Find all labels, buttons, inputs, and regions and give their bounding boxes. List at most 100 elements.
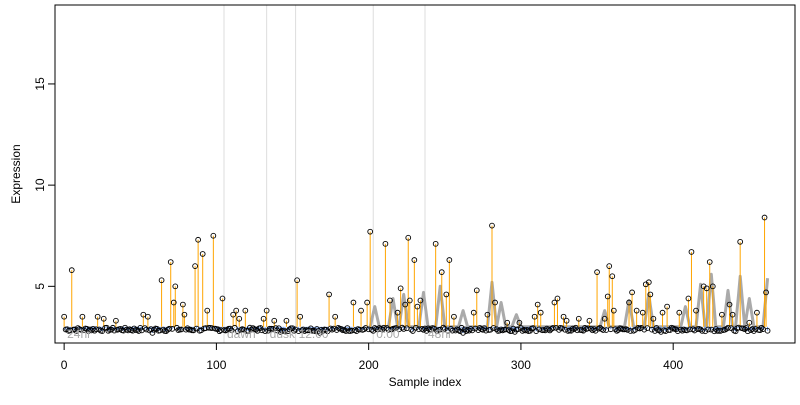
sample-point: [484, 311, 491, 318]
sample-point: [100, 315, 107, 322]
sample-point: [504, 319, 511, 326]
x-tick-label: 100: [206, 358, 226, 372]
sample-point: [588, 325, 594, 332]
sample-point: [149, 330, 156, 336]
sample-point: [489, 222, 495, 229]
x-tick-label: 300: [511, 358, 531, 372]
sample-point: [158, 277, 165, 284]
sample-point: [571, 326, 578, 332]
sample-point: [409, 328, 416, 334]
sample-point: [413, 324, 419, 331]
sample-point: [463, 328, 469, 334]
sample-point: [441, 326, 448, 332]
sample-point: [96, 326, 103, 333]
sample-point: [271, 317, 278, 324]
segment-label: dawn: [227, 327, 256, 341]
sample-point: [534, 301, 541, 308]
sample-point: [744, 328, 751, 335]
sample-point: [719, 311, 725, 318]
sample-point: [245, 328, 252, 334]
sample-point: [344, 325, 351, 331]
sample-point: [417, 297, 424, 304]
sample-point: [629, 289, 635, 296]
sample-point: [297, 313, 303, 320]
sample-point: [729, 311, 736, 318]
sample-point: [582, 325, 588, 331]
sample-point: [400, 326, 407, 332]
sample-point: [242, 307, 249, 314]
sample-point: [763, 289, 769, 296]
segment-label: 12:00: [299, 327, 329, 341]
sample-point: [411, 257, 418, 263]
sample-point: [487, 326, 494, 333]
sample-point: [140, 311, 147, 318]
sample-point: [350, 299, 357, 306]
y-tick-label: 5: [33, 283, 47, 290]
sample-point: [451, 313, 457, 320]
sample-point: [703, 285, 710, 292]
sample-point: [754, 309, 760, 316]
sample-point: [402, 301, 409, 308]
sample-point: [645, 279, 652, 286]
sample-point: [381, 324, 387, 331]
segment-label: dusk: [270, 327, 296, 341]
sample-point: [64, 326, 71, 333]
sample-point: [516, 319, 523, 326]
sample-point: [633, 307, 640, 314]
sample-point: [145, 313, 151, 320]
sample-point: [764, 327, 771, 334]
segment-boundaries: [223, 5, 426, 343]
x-axis: 0 100 200 300 400: [61, 342, 684, 372]
sample-point: [530, 325, 536, 332]
sample-point: [181, 311, 188, 318]
x-axis-label: Sample index: [389, 375, 462, 389]
sample-point: [446, 257, 453, 263]
sample-point: [639, 309, 646, 316]
x-tick-label: 0: [61, 358, 68, 372]
sample-point: [702, 328, 709, 335]
sample-stems: [63, 217, 769, 333]
sample-point: [761, 214, 768, 221]
sample-point: [199, 251, 206, 257]
sample-point: [283, 317, 290, 324]
sample-point: [198, 327, 205, 334]
sample-point: [432, 240, 439, 247]
sample-point: [190, 327, 197, 334]
sample-point: [394, 309, 401, 316]
sample-point: [550, 325, 556, 331]
segment-label: 48hr: [428, 327, 452, 341]
sample-point: [490, 325, 497, 331]
segment-labels: 24hr dawn dusk 12:00 0:00 48hr: [67, 327, 452, 341]
sample-point: [259, 327, 265, 334]
sample-point: [758, 324, 765, 331]
sample-point: [492, 299, 498, 306]
sample-point: [518, 325, 524, 331]
sample-point: [443, 291, 450, 298]
sample-point: [563, 317, 570, 324]
sample-point: [746, 319, 753, 326]
sample-point: [594, 269, 600, 276]
sample-point: [210, 232, 217, 239]
x-tick-label: 400: [663, 358, 683, 372]
sample-point: [180, 301, 186, 308]
segment-label: 0:00: [376, 327, 400, 341]
sample-point: [167, 259, 174, 265]
sample-point: [725, 324, 731, 331]
sample-point: [705, 326, 712, 333]
sample-point: [397, 285, 404, 292]
sample-point: [469, 327, 476, 334]
sample-point: [480, 326, 486, 333]
sample-point: [94, 313, 101, 320]
sample-point: [575, 315, 582, 322]
y-axis-label: Expression: [9, 144, 23, 203]
x-tick-label: 200: [359, 358, 379, 372]
sample-point: [408, 326, 415, 333]
sample-point: [609, 273, 616, 280]
sample-point: [263, 307, 270, 314]
sample-point: [434, 328, 441, 334]
sample-point: [641, 326, 648, 333]
sample-point: [559, 325, 565, 332]
sample-point: [135, 328, 142, 334]
sample-point: [606, 263, 613, 269]
